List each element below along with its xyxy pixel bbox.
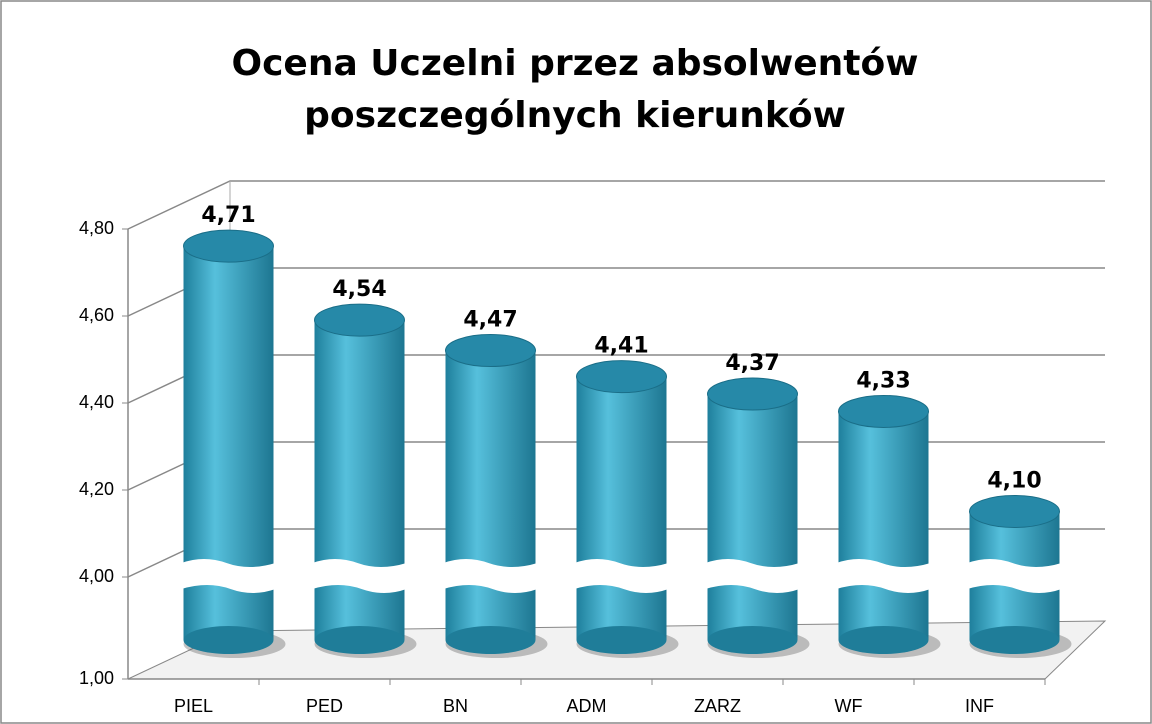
value-label: 4,33 — [856, 368, 910, 393]
chart-title: Ocena Uczelni przez absolwentów poszczeg… — [231, 43, 919, 136]
axis-break — [574, 559, 669, 593]
bar-bottom — [183, 626, 274, 654]
y-tick-label: 1,00 — [79, 668, 114, 688]
x-tick-label: BN — [443, 696, 468, 716]
x-tick-label: WF — [835, 696, 863, 716]
bar-top — [445, 334, 536, 368]
axis-break — [443, 559, 538, 593]
y-tick-label: 4,80 — [79, 218, 114, 238]
value-label: 4,37 — [725, 351, 779, 376]
bar-top — [969, 495, 1060, 528]
bar-bottom — [969, 626, 1060, 654]
value-label: 4,10 — [987, 469, 1041, 494]
y-tick-label: 4,00 — [79, 566, 114, 586]
value-label: 4,47 — [463, 308, 517, 333]
grid-line — [127, 267, 1105, 317]
x-tick-label: INF — [965, 696, 994, 716]
bar-bottom — [445, 626, 536, 654]
bar — [576, 376, 667, 640]
y-tick-label: 4,20 — [79, 479, 114, 499]
axis-break — [836, 559, 931, 593]
value-label: 4,71 — [201, 203, 255, 228]
axis-break — [705, 559, 800, 593]
x-tick-label: PIEL — [174, 696, 213, 716]
axis-break — [312, 559, 407, 593]
axis-break — [181, 559, 276, 593]
bar — [445, 350, 536, 640]
bar — [838, 411, 929, 640]
value-label: 4,41 — [594, 334, 648, 359]
grid-line — [127, 180, 1105, 230]
bar-top — [838, 394, 929, 428]
bar-top — [314, 303, 405, 337]
bar-bottom — [576, 626, 667, 654]
x-tick-label: ADM — [567, 696, 607, 716]
bar-top — [707, 377, 798, 411]
x-tick-label: PED — [306, 696, 343, 716]
value-label: 4,54 — [332, 277, 386, 302]
bar-top — [576, 360, 667, 394]
x-tick-label: ZARZ — [694, 696, 741, 716]
y-tick-label: 4,40 — [79, 392, 114, 412]
bar-bottom — [838, 626, 929, 654]
y-tick-label: 4,60 — [79, 305, 114, 325]
bar-bottom — [707, 626, 798, 654]
axis-break — [967, 559, 1062, 593]
bar-top — [183, 229, 274, 263]
bar — [707, 394, 798, 640]
bar-bottom — [314, 626, 405, 654]
